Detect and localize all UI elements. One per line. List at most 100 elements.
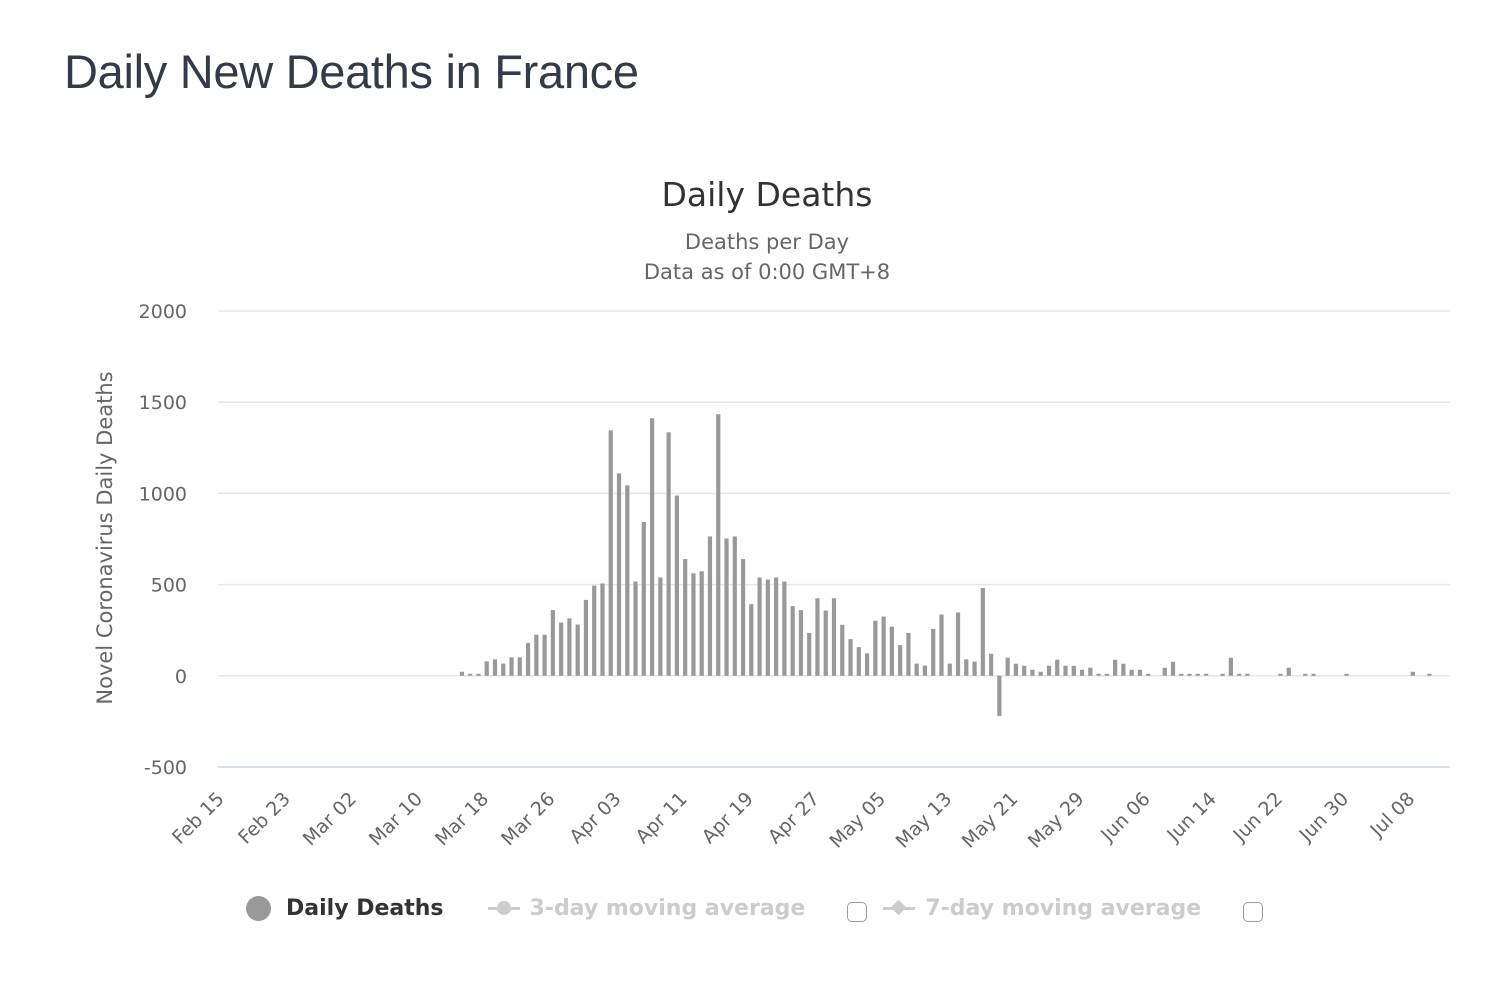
bar[interactable]	[1005, 657, 1010, 676]
bar[interactable]	[947, 663, 952, 676]
bar[interactable]	[567, 618, 572, 676]
bar[interactable]	[906, 632, 911, 676]
bar[interactable]	[732, 536, 737, 676]
bar[interactable]	[1046, 665, 1052, 676]
bar[interactable]	[1220, 673, 1225, 676]
bar[interactable]	[716, 414, 721, 676]
bar[interactable]	[1278, 673, 1283, 676]
bar[interactable]	[1063, 665, 1068, 676]
bar[interactable]	[559, 622, 564, 676]
bar[interactable]	[807, 632, 812, 676]
bar[interactable]	[1237, 673, 1242, 676]
bar[interactable]	[964, 659, 969, 676]
bar[interactable]	[831, 598, 837, 676]
bar[interactable]	[1038, 671, 1043, 676]
bar[interactable]	[782, 581, 787, 676]
bar[interactable]	[774, 577, 779, 676]
bar[interactable]	[468, 673, 473, 676]
bar[interactable]	[922, 665, 928, 676]
bar[interactable]	[501, 663, 506, 676]
bar[interactable]	[484, 661, 489, 676]
bar[interactable]	[1096, 673, 1101, 676]
bar[interactable]	[1170, 661, 1176, 676]
bar[interactable]	[592, 585, 597, 676]
bar[interactable]	[1030, 669, 1035, 676]
bar[interactable]	[534, 634, 539, 676]
bar[interactable]	[898, 645, 903, 676]
bar[interactable]	[1427, 673, 1432, 676]
bar[interactable]	[575, 624, 580, 676]
bar[interactable]	[889, 626, 894, 676]
bar[interactable]	[583, 599, 589, 676]
bar[interactable]	[1079, 669, 1085, 676]
bar[interactable]	[1121, 663, 1126, 676]
7-day-average-checkbox[interactable]	[1243, 902, 1264, 922]
bar[interactable]	[666, 432, 671, 676]
bar[interactable]	[459, 671, 465, 676]
bar[interactable]	[525, 642, 531, 676]
bar[interactable]	[1162, 667, 1167, 676]
bar[interactable]	[1055, 659, 1060, 676]
bar[interactable]	[997, 675, 1002, 716]
bar[interactable]	[625, 485, 630, 676]
bar[interactable]	[1137, 669, 1143, 676]
bar[interactable]	[691, 573, 696, 676]
bar[interactable]	[914, 663, 919, 676]
bar[interactable]	[1187, 673, 1192, 676]
bar[interactable]	[740, 559, 746, 676]
bar[interactable]	[757, 577, 762, 676]
3-day-average-checkbox[interactable]	[847, 902, 868, 922]
bar[interactable]	[881, 616, 886, 676]
bar[interactable]	[939, 614, 944, 676]
bar[interactable]	[1013, 663, 1019, 676]
bar[interactable]	[1146, 673, 1151, 676]
bar[interactable]	[608, 430, 613, 676]
bar-series-daily-deaths[interactable]	[459, 414, 1432, 716]
bar[interactable]	[1179, 673, 1184, 676]
bar[interactable]	[649, 418, 655, 676]
bar[interactable]	[1245, 673, 1250, 676]
bar[interactable]	[699, 571, 704, 676]
bar[interactable]	[1303, 673, 1308, 676]
bar[interactable]	[492, 659, 498, 676]
bar[interactable]	[848, 639, 853, 676]
legend-item-3-day-average[interactable]: 3-day moving average	[444, 896, 805, 921]
bar[interactable]	[600, 583, 605, 676]
bar[interactable]	[724, 538, 729, 676]
bar[interactable]	[542, 634, 547, 676]
bar[interactable]	[815, 598, 820, 676]
bar[interactable]	[674, 495, 679, 676]
bar[interactable]	[658, 577, 663, 676]
bar[interactable]	[989, 653, 994, 676]
bar[interactable]	[798, 610, 804, 676]
bar[interactable]	[823, 610, 828, 676]
bar[interactable]	[790, 606, 795, 676]
bar[interactable]	[980, 588, 985, 676]
bar[interactable]	[1088, 667, 1093, 676]
bar[interactable]	[517, 657, 522, 676]
bar[interactable]	[707, 536, 713, 676]
bar[interactable]	[633, 581, 638, 676]
bar[interactable]	[931, 628, 936, 676]
bar[interactable]	[1344, 673, 1349, 676]
bar[interactable]	[749, 604, 754, 676]
bar[interactable]	[550, 610, 555, 676]
bar[interactable]	[1104, 673, 1109, 676]
bar[interactable]	[641, 522, 646, 676]
legend-item-7-day-average[interactable]: 7-day moving average	[867, 896, 1201, 921]
bar[interactable]	[1410, 671, 1415, 676]
bar[interactable]	[873, 620, 878, 676]
bar[interactable]	[955, 612, 961, 676]
bar[interactable]	[1071, 665, 1076, 676]
bar[interactable]	[864, 653, 870, 676]
bar[interactable]	[972, 661, 977, 676]
bar[interactable]	[1311, 673, 1316, 676]
bar[interactable]	[1022, 665, 1027, 676]
bar[interactable]	[856, 647, 861, 676]
bar[interactable]	[840, 624, 845, 676]
bar[interactable]	[1195, 673, 1200, 676]
bar[interactable]	[683, 559, 688, 676]
bar[interactable]	[1286, 667, 1291, 676]
bar[interactable]	[1113, 659, 1118, 676]
bar[interactable]	[1129, 669, 1134, 676]
